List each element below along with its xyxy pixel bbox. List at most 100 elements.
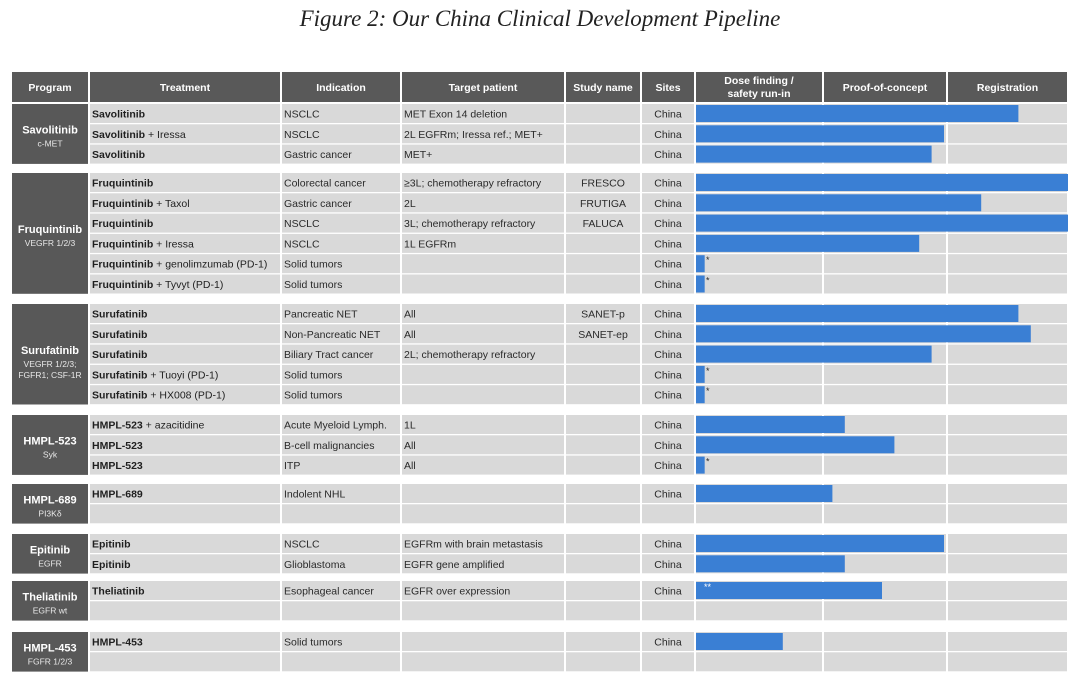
target-patient-cell: MET+: [404, 149, 432, 161]
indication-cell: B-cell malignancies: [284, 440, 374, 452]
header-cell: [566, 72, 640, 102]
indication-cell: Acute Myeloid Lymph.: [284, 420, 387, 432]
treatment-cell: Surufatinib: [92, 309, 147, 321]
header-cell: [948, 72, 1067, 102]
progress-bar: [696, 633, 783, 650]
table-cell: [948, 274, 1067, 294]
table-cell: [566, 364, 640, 384]
treatment-cell: Fruquintinib: [92, 218, 153, 230]
table-cell: [402, 415, 564, 434]
sites-cell: China: [654, 129, 682, 141]
table-cell: [566, 144, 640, 164]
table-cell: [642, 233, 694, 253]
table-cell: [948, 364, 1067, 384]
table-cell: [948, 233, 1067, 253]
table-cell: [90, 254, 280, 274]
table-cell: [90, 455, 280, 475]
table-cell: [402, 173, 564, 192]
program-cell: [12, 415, 88, 475]
table-cell: [282, 254, 400, 274]
table-cell: [948, 344, 1067, 364]
treatment-cell: Fruquintinib: [92, 178, 153, 190]
sites-cell: China: [654, 218, 682, 230]
table-cell: [90, 173, 280, 192]
table-cell: [90, 124, 280, 144]
progress-bar: [696, 305, 1019, 322]
table-cell: [948, 652, 1067, 672]
indication-cell: Colorectal cancer: [284, 178, 366, 190]
table-cell: [90, 344, 280, 364]
table-cell: [824, 554, 946, 574]
treatment-cell: Surufatinib + HX008 (PD-1): [92, 390, 225, 402]
table-cell: [90, 601, 280, 621]
table-cell: [282, 652, 400, 672]
header-label: Registration: [977, 82, 1038, 94]
table-cell: [642, 173, 694, 192]
study-name-cell: SANET-ep: [578, 329, 628, 341]
header-cell: [12, 72, 88, 102]
table-cell: [282, 435, 400, 455]
table-cell: [566, 193, 640, 213]
progress-bar: [696, 275, 705, 293]
target-patient-cell: All: [404, 460, 416, 472]
table-cell: [402, 435, 564, 455]
progress-note: *: [706, 366, 710, 376]
table-cell: [90, 304, 280, 323]
table-cell: [90, 652, 280, 672]
program-cell: [12, 581, 88, 621]
header-label: Sites: [655, 82, 680, 94]
progress-bar: [696, 582, 882, 599]
indication-cell: Glioblastoma: [284, 559, 345, 571]
table-cell: [402, 213, 564, 233]
progress-bar: [696, 105, 1019, 122]
table-cell: [824, 652, 946, 672]
table-cell: [402, 324, 564, 344]
treatment-cell: HMPL-523: [92, 440, 143, 452]
table-cell: [642, 385, 694, 405]
program-name: Savolitinib: [22, 124, 78, 136]
table-cell: [948, 581, 1067, 600]
table-cell: [824, 415, 946, 434]
program-target: c-MET: [37, 138, 62, 148]
sites-cell: China: [654, 349, 682, 361]
table-cell: [402, 304, 564, 323]
indication-cell: Esophageal cancer: [284, 586, 374, 598]
treatment-cell: Surufatinib: [92, 349, 147, 361]
target-patient-cell: All: [404, 309, 416, 321]
table-cell: [90, 213, 280, 233]
table-cell: [824, 484, 946, 503]
table-cell: [948, 254, 1067, 274]
sites-cell: China: [654, 390, 682, 402]
table-cell: [642, 193, 694, 213]
table-cell: [90, 435, 280, 455]
indication-cell: Solid tumors: [284, 279, 342, 291]
table-cell: [282, 534, 400, 553]
table-cell: [90, 632, 280, 651]
table-cell: [696, 385, 822, 405]
progress-bar: [696, 535, 944, 552]
table-cell: [642, 435, 694, 455]
treatment-cell: Savolitinib: [92, 109, 145, 121]
table-cell: [282, 364, 400, 384]
table-cell: [642, 213, 694, 233]
sites-cell: China: [654, 259, 682, 271]
program-target: FGFR 1/2/3: [28, 656, 73, 666]
program-cell: [12, 173, 88, 294]
header-label: Study name: [573, 82, 633, 94]
study-name-cell: FALUCA: [583, 218, 624, 230]
table-cell: [824, 254, 946, 274]
table-cell: [402, 385, 564, 405]
table-cell: [566, 554, 640, 574]
table-cell: [402, 254, 564, 274]
table-cell: [948, 534, 1067, 553]
sites-cell: China: [654, 420, 682, 432]
treatment-cell: Fruquintinib + genolimzumab (PD-1): [92, 259, 267, 271]
sites-cell: China: [654, 178, 682, 190]
program-name: HMPL-689: [23, 494, 76, 506]
table-cell: [566, 484, 640, 503]
sites-cell: China: [654, 559, 682, 571]
sites-cell: China: [654, 369, 682, 381]
table-cell: [948, 504, 1067, 524]
sites-cell: China: [654, 279, 682, 291]
